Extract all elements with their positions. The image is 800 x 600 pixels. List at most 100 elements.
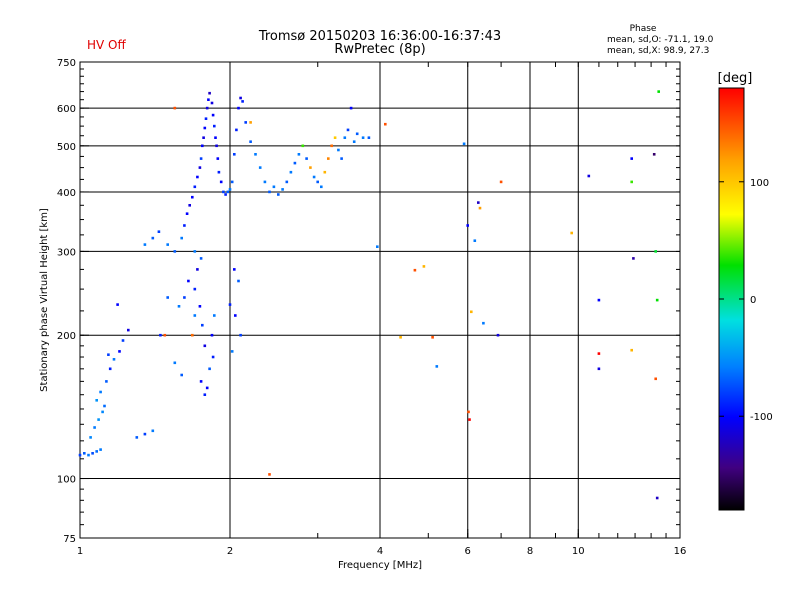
data-point bbox=[470, 310, 473, 314]
data-point bbox=[477, 201, 480, 204]
data-point bbox=[95, 450, 98, 453]
data-point bbox=[180, 373, 183, 377]
data-point bbox=[467, 410, 470, 414]
data-point bbox=[196, 175, 199, 179]
data-point bbox=[323, 170, 327, 174]
data-point bbox=[473, 239, 477, 242]
data-point bbox=[105, 380, 108, 383]
status-text: HV Off bbox=[87, 38, 126, 52]
data-point bbox=[587, 174, 591, 178]
data-point bbox=[202, 136, 205, 139]
data-point bbox=[93, 426, 96, 429]
data-point bbox=[228, 188, 232, 191]
data-point bbox=[173, 106, 177, 110]
data-point bbox=[196, 268, 199, 271]
data-point bbox=[230, 350, 234, 353]
data-point bbox=[652, 153, 656, 156]
data-point bbox=[173, 250, 177, 253]
data-point bbox=[95, 399, 98, 402]
data-point bbox=[198, 166, 202, 169]
data-point bbox=[312, 175, 316, 179]
data-point bbox=[151, 236, 155, 240]
data-point bbox=[654, 250, 657, 253]
phase-stat-x: mean, sd,X: 98.9, 27.3 bbox=[607, 46, 709, 56]
data-point bbox=[204, 117, 208, 120]
data-point bbox=[87, 453, 90, 457]
data-point bbox=[478, 206, 482, 210]
y-tick-label: 300 bbox=[57, 247, 76, 258]
data-point bbox=[376, 245, 379, 248]
data-point bbox=[655, 298, 659, 302]
data-point bbox=[305, 157, 308, 160]
data-point bbox=[367, 136, 371, 139]
data-point bbox=[330, 144, 333, 148]
data-point bbox=[199, 257, 203, 260]
data-point bbox=[235, 128, 238, 132]
data-point bbox=[173, 361, 177, 365]
data-point bbox=[466, 224, 469, 227]
y-tick-label: 200 bbox=[57, 331, 76, 342]
data-point bbox=[630, 180, 633, 184]
data-point bbox=[101, 410, 104, 414]
data-point bbox=[121, 339, 125, 342]
data-point bbox=[352, 140, 356, 143]
y-tick-label: 75 bbox=[63, 534, 76, 545]
data-point bbox=[632, 257, 635, 260]
data-point bbox=[201, 323, 204, 327]
data-point bbox=[157, 230, 161, 233]
data-point bbox=[496, 333, 500, 337]
x-tick-label: 8 bbox=[527, 546, 533, 557]
data-point bbox=[355, 132, 359, 136]
data-point bbox=[211, 113, 215, 117]
data-point bbox=[222, 190, 225, 194]
data-point bbox=[166, 296, 169, 299]
x-tick-label: 10 bbox=[572, 546, 585, 557]
data-point bbox=[346, 128, 350, 132]
data-point bbox=[208, 367, 211, 371]
data-point bbox=[337, 148, 340, 152]
data-point bbox=[99, 448, 102, 451]
data-point bbox=[219, 180, 223, 184]
colorbar-tick-label: -100 bbox=[750, 412, 773, 423]
data-point bbox=[468, 418, 471, 421]
data-point bbox=[268, 190, 271, 194]
y-tick-label: 400 bbox=[57, 188, 76, 199]
data-point bbox=[205, 386, 209, 390]
data-point bbox=[654, 377, 657, 381]
data-point bbox=[205, 106, 209, 110]
data-point bbox=[241, 100, 244, 103]
data-point bbox=[143, 432, 147, 436]
data-point bbox=[597, 367, 601, 371]
data-point bbox=[199, 380, 203, 383]
data-point bbox=[333, 136, 337, 139]
data-point bbox=[107, 353, 110, 356]
data-point bbox=[191, 333, 194, 337]
data-point bbox=[210, 101, 214, 105]
data-point bbox=[499, 180, 503, 184]
data-point bbox=[258, 166, 262, 169]
data-point bbox=[233, 153, 236, 156]
data-point bbox=[191, 195, 194, 199]
data-point bbox=[597, 298, 601, 302]
data-point bbox=[657, 90, 660, 93]
y-tick-label: 500 bbox=[57, 142, 76, 153]
data-point bbox=[203, 393, 207, 396]
y-axis-label: Stationary phase Virtual Height [km] bbox=[39, 208, 50, 392]
data-point bbox=[193, 185, 197, 189]
data-point bbox=[268, 473, 271, 476]
data-point bbox=[166, 243, 169, 246]
chart-subtitle: RwPretec (8p) bbox=[334, 42, 425, 57]
data-point bbox=[89, 436, 92, 439]
data-point bbox=[570, 231, 573, 235]
data-point bbox=[349, 106, 353, 110]
data-point bbox=[83, 452, 86, 455]
data-point bbox=[327, 157, 330, 160]
data-point bbox=[301, 144, 305, 148]
data-point bbox=[281, 188, 284, 191]
data-point bbox=[163, 333, 167, 337]
data-point bbox=[199, 157, 203, 160]
y-tick-label: 600 bbox=[57, 104, 76, 115]
data-point bbox=[143, 243, 147, 246]
data-point bbox=[239, 96, 242, 100]
